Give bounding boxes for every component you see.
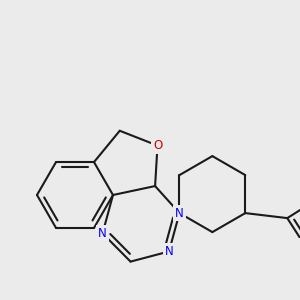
Text: N: N <box>175 207 184 220</box>
Text: O: O <box>153 139 162 152</box>
Text: N: N <box>165 245 173 258</box>
Text: N: N <box>98 227 107 240</box>
